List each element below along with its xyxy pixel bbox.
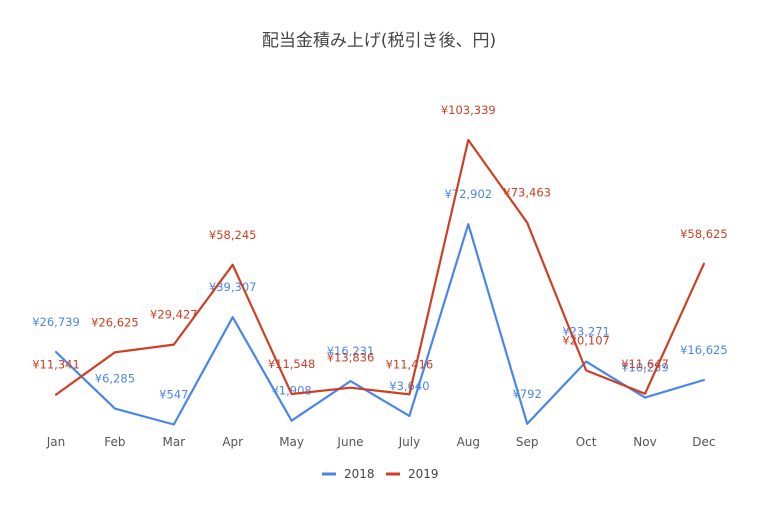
- data-label-2019-feb: ¥26,625: [91, 315, 139, 329]
- data-label-2019-sep: ¥73,463: [503, 186, 551, 200]
- data-label-2019-july: ¥11,416: [386, 357, 434, 371]
- series-line-2018: [54, 223, 706, 426]
- data-label-2018-june: ¥16,231: [327, 344, 375, 358]
- x-tick-label-apr: Apr: [222, 435, 243, 449]
- data-label-2018-mar: ¥547: [159, 387, 188, 401]
- legend-label-2018: 2018: [344, 467, 375, 481]
- chart-title: 配当金積み上げ(税引き後、円): [261, 31, 497, 51]
- data-label-2019-jan: ¥11,341: [32, 358, 80, 372]
- series-line-2019: [54, 138, 706, 396]
- x-tick-label-sep: Sep: [516, 435, 539, 449]
- data-label-2018-oct: ¥23,271: [562, 325, 610, 339]
- data-label-2018-nov: ¥10,259: [621, 361, 669, 375]
- data-label-2018-sep: ¥792: [513, 387, 542, 401]
- data-label-2019-aug: ¥103,339: [441, 103, 496, 117]
- data-label-2019-apr: ¥58,245: [209, 228, 257, 242]
- data-label-2019-nov: ¥11,647: [621, 357, 669, 371]
- data-label-2019-may: ¥11,548: [268, 357, 316, 371]
- data-label-2018-feb: ¥6,285: [95, 372, 135, 386]
- x-tick-label-july: July: [398, 435, 421, 449]
- x-tick-label-mar: Mar: [162, 435, 185, 449]
- data-label-2019-june: ¥13,836: [327, 351, 375, 365]
- legend-label-2019: 2019: [408, 467, 439, 481]
- data-label-2018-jan: ¥26,739: [32, 315, 80, 329]
- x-tick-label-nov: Nov: [633, 435, 656, 449]
- x-tick-label-oct: Oct: [576, 435, 597, 449]
- data-label-2018-may: ¥1,908: [271, 384, 311, 398]
- x-tick-label-jan: Jan: [46, 435, 66, 449]
- x-tick-label-feb: Feb: [104, 435, 125, 449]
- x-tick-label-aug: Aug: [457, 435, 480, 449]
- data-label-2018-july: ¥3,640: [389, 379, 429, 393]
- x-tick-label-may: May: [279, 435, 304, 449]
- x-tick-label-dec: Dec: [692, 435, 715, 449]
- data-label-2019-dec: ¥58,625: [680, 227, 728, 241]
- data-label-2018-dec: ¥16,625: [680, 343, 728, 357]
- data-label-2019-oct: ¥20,107: [562, 333, 610, 347]
- data-label-2019-mar: ¥29,427: [150, 308, 198, 322]
- x-tick-label-june: June: [336, 435, 363, 449]
- data-label-2018-aug: ¥72,902: [445, 187, 493, 201]
